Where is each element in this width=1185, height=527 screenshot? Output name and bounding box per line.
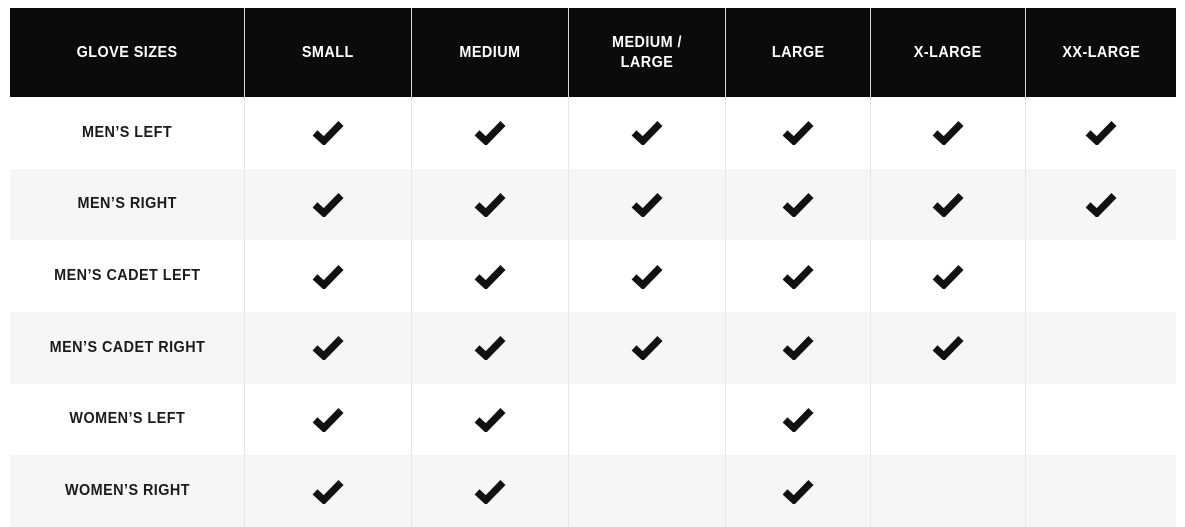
- row-label: MEN’S CADET RIGHT: [49, 338, 205, 356]
- check-icon: [474, 264, 506, 289]
- glove-size-table: GLOVE SIZES SMALL MEDIUM MEDIUM / LARGE …: [10, 8, 1176, 527]
- check-cell-medium: [412, 383, 569, 456]
- check-cell-medium-large: [569, 240, 726, 312]
- row-label-cell: MEN’S CADET LEFT: [10, 240, 245, 312]
- header-cell-medium: MEDIUM: [412, 8, 569, 97]
- check-cell-medium-large: [569, 383, 726, 456]
- row-label-cell: MEN’S RIGHT: [10, 168, 245, 241]
- check-cell-x-large: [871, 311, 1026, 384]
- check-icon: [1085, 121, 1117, 146]
- row-label-cell: MEN’S CADET RIGHT: [10, 311, 245, 384]
- check-icon: [631, 192, 663, 217]
- check-cell-large: [726, 455, 871, 527]
- check-icon: [631, 121, 663, 146]
- header-label: MEDIUM / LARGE: [611, 33, 683, 71]
- check-cell-xx-large: [1026, 169, 1176, 241]
- check-cell-medium: [412, 455, 569, 527]
- check-cell-small: [245, 240, 412, 312]
- check-cell-xx-large: [1026, 455, 1176, 527]
- check-cell-xx-large: [1026, 97, 1176, 169]
- check-icon: [474, 407, 506, 432]
- check-cell-large: [726, 311, 871, 384]
- check-cell-large: [726, 240, 871, 312]
- row-label: MEN’S CADET LEFT: [53, 267, 201, 285]
- check-icon: [932, 121, 964, 146]
- check-icon: [474, 121, 506, 146]
- check-cell-small: [245, 383, 412, 456]
- check-icon: [312, 121, 344, 146]
- check-cell-medium-large: [569, 168, 726, 241]
- header-label: GLOVE SIZES: [76, 43, 178, 61]
- table-body: MEN’S LEFT MEN’S RIGHT MEN’S CADET LEFT …: [10, 97, 1176, 527]
- check-icon: [474, 336, 506, 361]
- header-label: LARGE: [771, 43, 825, 61]
- check-cell-medium: [412, 311, 569, 384]
- check-icon: [312, 479, 344, 504]
- check-icon: [782, 407, 814, 432]
- header-cell-small: SMALL: [245, 8, 412, 97]
- check-cell-medium: [412, 97, 569, 169]
- check-icon: [312, 264, 344, 289]
- check-cell-x-large: [871, 383, 1026, 456]
- check-icon: [312, 336, 344, 361]
- check-cell-x-large: [871, 455, 1026, 527]
- table-header-row: GLOVE SIZES SMALL MEDIUM MEDIUM / LARGE …: [10, 8, 1176, 97]
- check-cell-xx-large: [1026, 240, 1176, 312]
- row-label: WOMEN’S LEFT: [69, 410, 185, 428]
- check-icon: [782, 479, 814, 504]
- check-icon: [932, 192, 964, 217]
- check-icon: [631, 264, 663, 289]
- header-cell-x-large: X-LARGE: [871, 8, 1026, 97]
- table-row: MEN’S CADET RIGHT: [10, 311, 1176, 384]
- table-row: WOMEN’S RIGHT: [10, 455, 1176, 527]
- header-label: MEDIUM: [459, 43, 521, 61]
- row-label-cell: WOMEN’S RIGHT: [10, 455, 245, 527]
- row-label: MEN’S LEFT: [81, 123, 173, 141]
- row-label: MEN’S RIGHT: [77, 195, 177, 213]
- header-label: SMALL: [302, 43, 354, 61]
- check-icon: [932, 264, 964, 289]
- header-cell-glove-sizes: GLOVE SIZES: [10, 8, 245, 97]
- header-label: X-LARGE: [914, 43, 982, 61]
- row-label-cell: MEN’S LEFT: [10, 97, 245, 169]
- check-cell-small: [245, 311, 412, 384]
- check-icon: [782, 192, 814, 217]
- table-row: MEN’S CADET LEFT: [10, 240, 1176, 312]
- table-row: MEN’S RIGHT: [10, 168, 1176, 241]
- header-cell-medium-large: MEDIUM / LARGE: [569, 8, 726, 97]
- header-label: XX-LARGE: [1061, 43, 1140, 61]
- table-row: MEN’S LEFT: [10, 97, 1176, 169]
- check-icon: [932, 336, 964, 361]
- check-cell-medium: [412, 240, 569, 312]
- header-cell-large: LARGE: [726, 8, 871, 97]
- check-cell-small: [245, 455, 412, 527]
- check-cell-large: [726, 97, 871, 169]
- check-cell-large: [726, 168, 871, 241]
- check-cell-medium-large: [569, 311, 726, 384]
- check-icon: [474, 479, 506, 504]
- check-cell-small: [245, 168, 412, 241]
- check-cell-xx-large: [1026, 312, 1176, 384]
- check-cell-x-large: [871, 168, 1026, 241]
- check-icon: [1085, 192, 1117, 217]
- check-icon: [312, 192, 344, 217]
- check-cell-medium-large: [569, 97, 726, 169]
- check-cell-x-large: [871, 240, 1026, 312]
- row-label-cell: WOMEN’S LEFT: [10, 383, 245, 456]
- check-icon: [474, 192, 506, 217]
- check-cell-x-large: [871, 97, 1026, 169]
- check-cell-xx-large: [1026, 384, 1176, 456]
- check-cell-medium-large: [569, 455, 726, 527]
- check-icon: [312, 407, 344, 432]
- check-icon: [782, 121, 814, 146]
- check-icon: [782, 264, 814, 289]
- header-cell-xx-large: XX-LARGE: [1026, 8, 1176, 97]
- check-icon: [631, 336, 663, 361]
- row-label: WOMEN’S RIGHT: [64, 482, 190, 500]
- check-cell-medium: [412, 168, 569, 241]
- table-row: WOMEN’S LEFT: [10, 383, 1176, 456]
- check-cell-small: [245, 97, 412, 169]
- check-cell-large: [726, 383, 871, 456]
- check-icon: [782, 336, 814, 361]
